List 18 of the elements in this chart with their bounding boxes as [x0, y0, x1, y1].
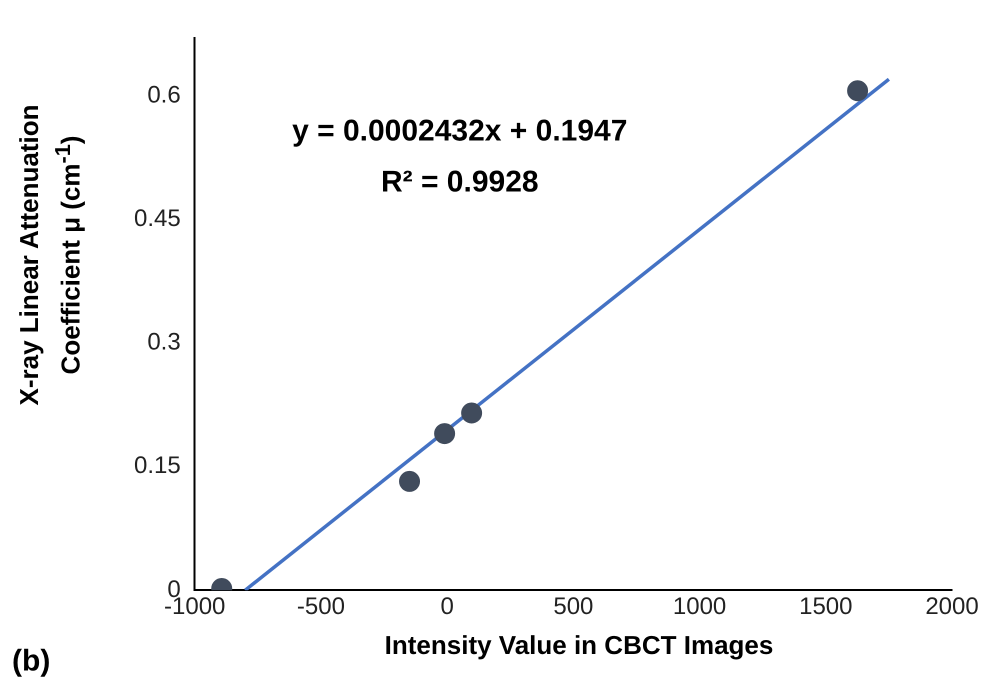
point	[847, 80, 868, 102]
x-tick-label: 0	[440, 593, 454, 620]
x-tick-label: 2000	[925, 593, 979, 620]
x-tick-label: 1000	[672, 593, 726, 620]
y-tick-label: 0.15	[134, 452, 181, 480]
y-tick-label: 0.6	[147, 81, 181, 108]
point	[434, 423, 456, 444]
x-axis-title: Intensity Value in CBCT Images	[384, 630, 774, 661]
annotation: y = 0.0002432x + 0.1947	[292, 114, 628, 148]
text: (b)	[12, 644, 50, 678]
x-tick-label: -500	[296, 593, 345, 620]
point	[399, 470, 420, 492]
point	[461, 402, 482, 424]
x-tick-label: 500	[553, 593, 594, 620]
y-tick-label: 0.3	[147, 328, 181, 356]
annotation: R² = 0.9928	[380, 165, 539, 198]
y-tick-label: 0.45	[134, 204, 181, 232]
x-tick-label: 1500	[799, 593, 852, 620]
